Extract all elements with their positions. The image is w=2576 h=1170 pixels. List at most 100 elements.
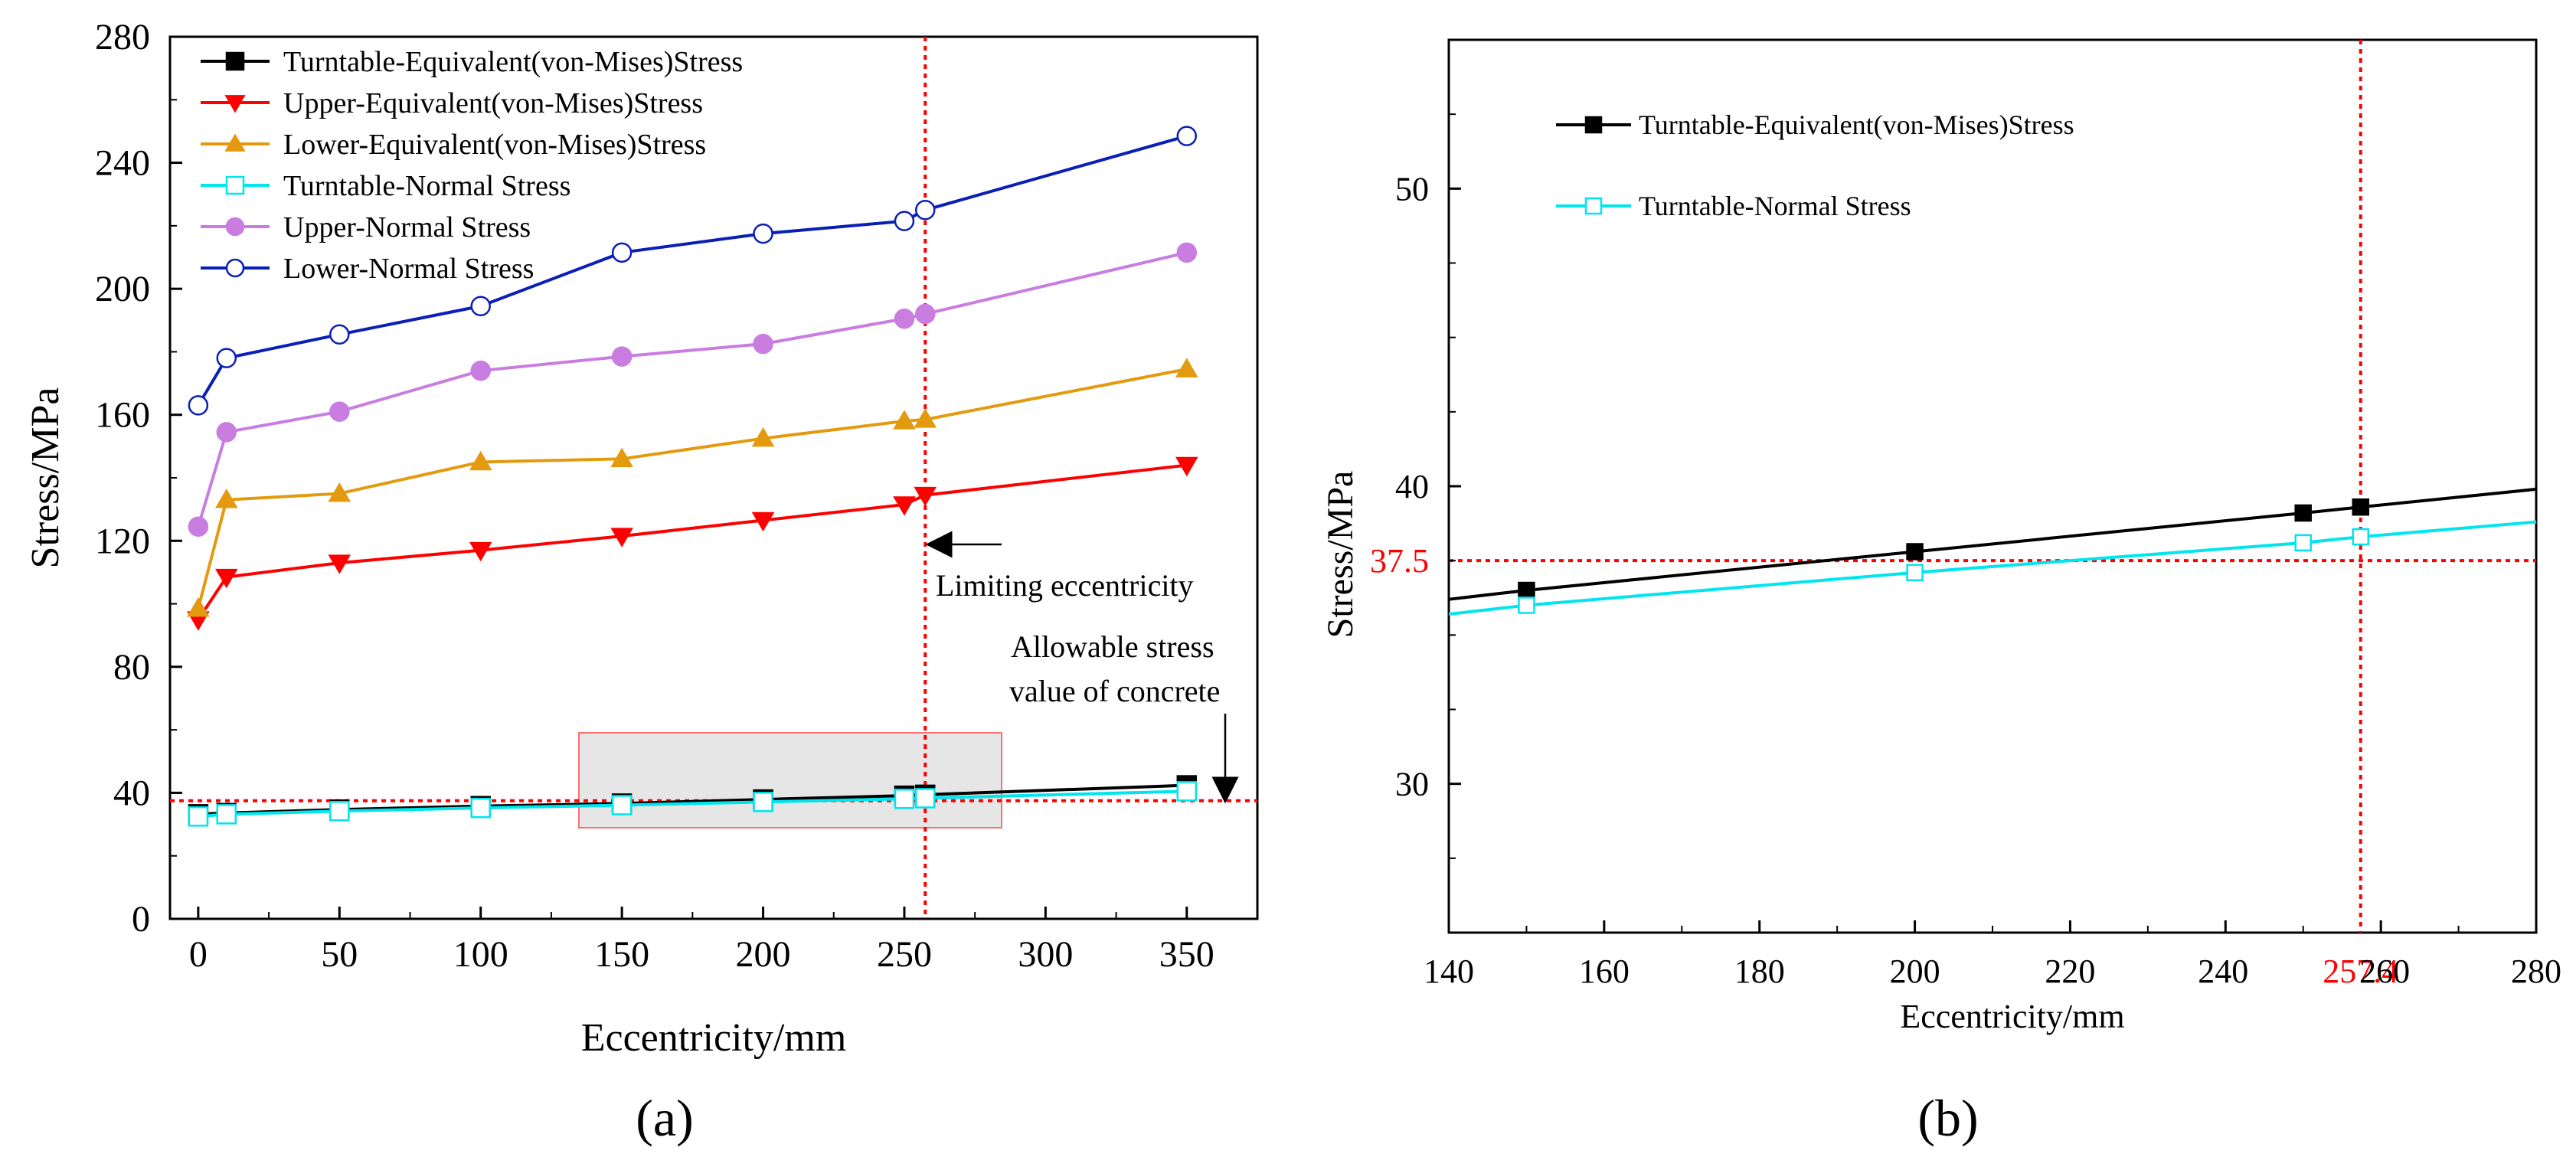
panel-a-y-tick-label: 120 bbox=[95, 521, 150, 561]
panel-a-panel-label: (a) bbox=[636, 1089, 693, 1147]
panel-a-upper-normal-stress-point bbox=[611, 346, 633, 367]
panel-b-turntable-equivalent-von-mises-stress-point bbox=[1518, 581, 1535, 600]
panel-b-x-tick-label: 200 bbox=[1890, 953, 1940, 990]
panel-a-annotation-allowable-stress-line1: Allowable stress bbox=[1011, 629, 1214, 664]
panel-a-x-tick-label: 0 bbox=[189, 934, 208, 975]
panel-a-y-tick-label: 240 bbox=[95, 143, 150, 184]
panel-b-turntable-equivalent-von-mises-stress-point bbox=[1906, 543, 1924, 560]
panel-b-plot-frame bbox=[1447, 38, 2538, 934]
panel-a-upper-normal-stress-point bbox=[894, 308, 915, 329]
panel-a-lower-normal-stress-point bbox=[329, 324, 350, 345]
panel-a-upper-equivalent-von-mises-stress-point bbox=[1175, 456, 1198, 477]
panel-a: Turntable-Equivalent(von-Mises)Stress Upp… bbox=[24, 17, 1259, 1147]
panel-a-lower-equivalent-von-mises-stress-point bbox=[214, 489, 238, 508]
panel-a-lower-equivalent-von-mises-stress-point bbox=[914, 408, 937, 428]
panel-a-upper-normal-stress-point bbox=[188, 516, 209, 538]
panel-a-upper-equivalent-von-mises-stress-point bbox=[214, 568, 238, 589]
panel-a-upper-normal-stress-point bbox=[753, 333, 773, 355]
panel-a-legend-turntable-equivalent-von-mises-stress-swatch-marker bbox=[225, 51, 245, 71]
panel-a-y-tick-label: 80 bbox=[113, 647, 150, 688]
panel-a-x-tick-label: 350 bbox=[1159, 934, 1214, 975]
panel-b-turntable-equivalent-von-mises-stress-point bbox=[2352, 498, 2370, 516]
panel-a-turntable-normal-stress-point bbox=[216, 804, 237, 825]
panel-a-upper-equivalent-von-mises-stress-point bbox=[893, 496, 916, 516]
panel-a-upper-equivalent-von-mises-stress-point bbox=[610, 528, 633, 547]
panel-b-x-tick-label: 260 bbox=[2359, 953, 2410, 990]
panel-a-x-tick-label: 150 bbox=[594, 934, 649, 975]
panel-a-upper-normal-stress-line bbox=[196, 250, 1188, 528]
panel-b-x-tick-label: 140 bbox=[1424, 953, 1474, 990]
panel-a-lower-equivalent-von-mises-stress-point bbox=[751, 426, 775, 447]
panel-a-turntable-normal-stress-point bbox=[915, 788, 936, 809]
panel-a-upper-normal-stress-point bbox=[1176, 242, 1198, 263]
panel-a-upper-normal-stress-point bbox=[915, 303, 936, 325]
panel-a-x-tick-label: 50 bbox=[321, 934, 358, 975]
panel-a-lower-normal-stress-point bbox=[894, 211, 915, 231]
panel-a-upper-equivalent-von-mises-stress-point bbox=[751, 511, 775, 532]
panel-a-legend-turntable-normal-stress-swatch-marker bbox=[225, 175, 245, 195]
panel-a-x-tick-label: 300 bbox=[1018, 934, 1073, 975]
panel-b-legend: Turntable-Equivalent(von-Mises)Stress Tur… bbox=[1556, 109, 2074, 221]
panel-a-lower-equivalent-von-mises-stress-point bbox=[469, 450, 492, 471]
panel-b-x-tick-label: 220 bbox=[2045, 953, 2095, 990]
panel-a-lower-normal-stress-point bbox=[470, 296, 491, 317]
panel-a-legend-turntable-equivalent-von-mises-stress-label: Turntable-Equivalent(von-Mises)Stress bbox=[283, 46, 743, 78]
panel-a-lower-normal-stress-point bbox=[188, 395, 209, 416]
panel-a-y-axis-label: Stress/MPa bbox=[24, 387, 67, 569]
panel-a-lower-normal-stress-point bbox=[216, 348, 237, 368]
panel-a-turntable-normal-stress-point bbox=[611, 795, 633, 815]
panel-a-lower-normal-stress-point bbox=[611, 242, 633, 263]
panel-a-upper-equivalent-von-mises-stress-point bbox=[469, 541, 492, 562]
panel-a-turntable-normal-stress-point bbox=[329, 801, 350, 822]
panel-b-turntable-equivalent-von-mises-stress-line bbox=[1448, 487, 2537, 601]
panel-b-x-tick-label: 160 bbox=[1579, 953, 1630, 990]
panel-a-x-tick-label: 100 bbox=[453, 934, 508, 975]
panel-a-lower-equivalent-von-mises-stress-point bbox=[328, 482, 351, 502]
panel-a-turntable-normal-stress-point bbox=[1176, 781, 1198, 802]
panel-a-legend-turntable-normal-stress-label: Turntable-Normal Stress bbox=[283, 170, 570, 202]
panel-a-upper-normal-stress-point bbox=[329, 401, 350, 422]
panel-a-x-axis-label: Eccentricity/mm bbox=[581, 1016, 847, 1060]
panel-b: 37.5 257.4 Turntable-Equivalent(von-Mises… bbox=[1320, 38, 2561, 1147]
panel-a-legend-lower-normal-stress-label: Lower-Normal Stress bbox=[283, 253, 534, 285]
panel-a-upper-equivalent-von-mises-stress-point bbox=[914, 486, 937, 507]
panel-a-legend-lower-normal-stress-swatch-marker bbox=[225, 258, 245, 278]
panel-a-turntable-normal-stress-point bbox=[188, 806, 209, 827]
panel-a-x-tick-label: 200 bbox=[736, 934, 791, 975]
panel-b-y-tick-label: 40 bbox=[1395, 468, 1429, 505]
panel-b-x-tick-label: 180 bbox=[1734, 953, 1785, 990]
panel-a-legend-upper-equivalent-von-mises-stress-swatch-marker bbox=[224, 95, 246, 113]
panel-a-legend-lower-equivalent-von-mises-stress-label: Lower-Equivalent(von-Mises)Stress bbox=[283, 129, 706, 161]
panel-a-y-tick-label: 160 bbox=[95, 395, 150, 436]
panel-a-legend-upper-normal-stress-swatch-marker bbox=[225, 217, 245, 237]
panel-a-lower-normal-stress-point bbox=[915, 200, 936, 221]
panel-b-turntable-normal-stress-point bbox=[1906, 564, 1924, 581]
panel-b-legend-turntable-equivalent-von-mises-stress-label: Turntable-Equivalent(von-Mises)Stress bbox=[1639, 109, 2074, 140]
panel-a-lower-equivalent-von-mises-stress-point bbox=[187, 597, 210, 617]
panel-a-y-tick-label: 40 bbox=[113, 773, 150, 813]
panel-a-x-tick-label: 250 bbox=[877, 934, 932, 975]
panel-a-lower-equivalent-von-mises-stress-point bbox=[893, 410, 916, 430]
panel-a-legend-upper-equivalent-von-mises-stress-label: Upper-Equivalent(von-Mises)Stress bbox=[283, 87, 703, 119]
panel-a-y-tick-label: 0 bbox=[132, 899, 150, 940]
panel-a-y-tick-label: 200 bbox=[95, 269, 150, 309]
panel-a-upper-equivalent-von-mises-stress-point bbox=[328, 554, 351, 574]
panel-b-turntable-normal-stress-point bbox=[2294, 534, 2312, 552]
panel-a-annotation-allowable-stress-line2: value of concrete bbox=[1009, 674, 1220, 708]
panel-b-legend-turntable-normal-stress-swatch-marker bbox=[1584, 197, 1603, 215]
panel-b-x-tick-label: 240 bbox=[2198, 953, 2248, 990]
panel-a-legend-lower-equivalent-von-mises-stress-swatch-marker bbox=[224, 133, 246, 152]
panel-b-turntable-normal-stress-line bbox=[1448, 520, 2537, 616]
panel-a-upper-normal-stress-point bbox=[216, 422, 237, 443]
panel-b-limiting-eccentricity-value-label: 257.4 bbox=[2323, 953, 2398, 990]
panel-b-x-tick-label: 280 bbox=[2511, 953, 2561, 990]
panel-a-upper-normal-stress-point bbox=[470, 360, 491, 381]
panel-a-y-tick-label: 280 bbox=[95, 17, 150, 57]
panel-b-legend-turntable-normal-stress-label: Turntable-Normal Stress bbox=[1639, 191, 1911, 221]
panel-b-panel-label: (b) bbox=[1917, 1089, 1978, 1147]
panel-b-x-axis-label: Eccentricity/mm bbox=[1900, 998, 2124, 1035]
panel-a-lower-equivalent-von-mises-stress-point bbox=[610, 447, 633, 468]
panel-b-legend-turntable-equivalent-von-mises-stress-swatch-marker bbox=[1584, 116, 1603, 134]
panel-b-turntable-equivalent-von-mises-stress-point bbox=[2294, 504, 2312, 522]
panel-a-turntable-normal-stress-point bbox=[470, 797, 491, 819]
